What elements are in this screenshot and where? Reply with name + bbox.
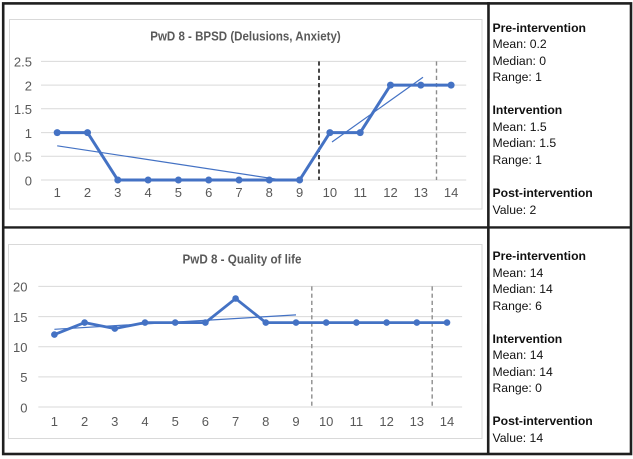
svg-text:10: 10	[13, 340, 27, 355]
svg-text:6: 6	[205, 185, 212, 200]
svg-text:0: 0	[20, 400, 27, 415]
svg-text:1: 1	[25, 126, 32, 141]
svg-text:2: 2	[25, 78, 32, 93]
svg-text:11: 11	[350, 414, 364, 429]
svg-text:20: 20	[13, 280, 27, 295]
svg-text:7: 7	[235, 185, 242, 200]
svg-text:3: 3	[114, 185, 121, 200]
svg-text:9: 9	[296, 185, 303, 200]
svg-text:1: 1	[54, 185, 61, 200]
svg-text:15: 15	[13, 310, 27, 325]
svg-text:13: 13	[414, 185, 428, 200]
svg-text:0: 0	[25, 173, 32, 188]
svg-text:5: 5	[172, 414, 179, 429]
svg-text:9: 9	[292, 414, 299, 429]
svg-text:14: 14	[444, 185, 458, 200]
svg-text:4: 4	[141, 414, 148, 429]
svg-text:12: 12	[383, 185, 397, 200]
svg-text:6: 6	[202, 414, 209, 429]
svg-text:10: 10	[319, 414, 333, 429]
svg-text:12: 12	[379, 414, 393, 429]
svg-text:8: 8	[266, 185, 273, 200]
svg-text:8: 8	[262, 414, 269, 429]
svg-text:13: 13	[410, 414, 424, 429]
svg-text:4: 4	[144, 185, 151, 200]
svg-text:11: 11	[353, 185, 367, 200]
svg-text:5: 5	[175, 185, 182, 200]
svg-text:1: 1	[51, 414, 58, 429]
svg-text:1.5: 1.5	[14, 102, 32, 117]
svg-text:PwD 8 - BPSD (Delusions, Anxie: PwD 8 - BPSD (Delusions, Anxiety)	[150, 29, 341, 44]
svg-text:7: 7	[232, 414, 239, 429]
svg-text:2: 2	[81, 414, 88, 429]
svg-text:2.5: 2.5	[14, 55, 32, 70]
svg-text:10: 10	[323, 185, 337, 200]
svg-text:14: 14	[440, 414, 454, 429]
svg-text:2: 2	[84, 185, 91, 200]
svg-text:5: 5	[20, 370, 27, 385]
svg-text:0.5: 0.5	[14, 150, 32, 165]
svg-text:PwD 8 - Quality of life: PwD 8 - Quality of life	[183, 251, 302, 266]
svg-text:3: 3	[111, 414, 118, 429]
